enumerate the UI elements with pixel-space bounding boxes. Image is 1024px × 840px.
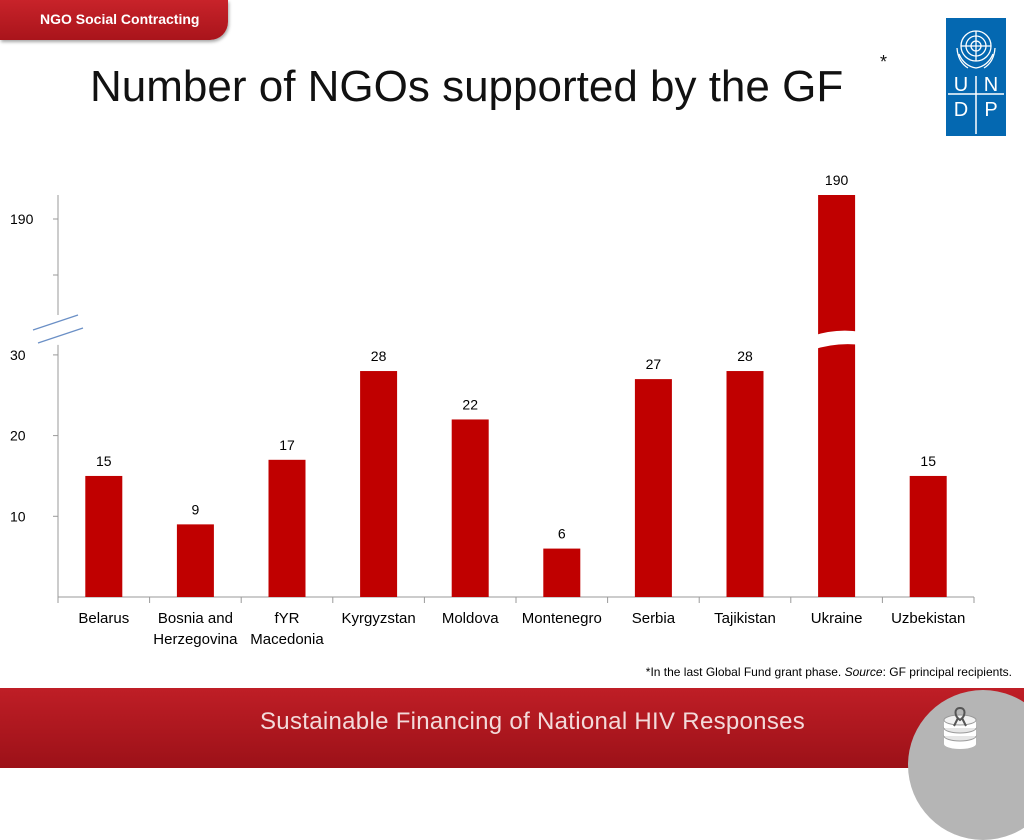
logo-letter: U — [954, 74, 968, 96]
footnote-suffix: : GF principal recipients. — [882, 665, 1012, 679]
data-label: 190 — [825, 172, 849, 188]
x-tick-label: Montenegro — [522, 610, 602, 627]
undp-logo: U N D P — [946, 18, 1006, 136]
logo-letter: N — [984, 74, 998, 96]
bar — [634, 379, 672, 597]
data-label: 9 — [192, 501, 200, 517]
bar — [268, 459, 306, 597]
bar — [85, 475, 123, 597]
bar-break-notch — [812, 330, 862, 350]
x-tick-label: fYR — [274, 610, 299, 627]
un-emblem-icon — [956, 30, 996, 69]
bar — [451, 419, 489, 597]
axis-break-mark — [32, 314, 79, 331]
x-tick-label: Moldova — [442, 610, 499, 627]
data-label: 27 — [646, 356, 662, 372]
slide-title: Number of NGOs supported by the GF — [90, 62, 844, 111]
x-tick-label: Macedonia — [250, 631, 324, 648]
bar — [726, 371, 764, 597]
bar — [909, 475, 947, 597]
x-tick-label: Kyrgyzstan — [341, 610, 415, 627]
y-tick-label: 20 — [10, 428, 26, 444]
data-label: 28 — [737, 348, 753, 364]
x-tick-label: Uzbekistan — [891, 610, 965, 627]
title-asterisk: * — [880, 52, 888, 72]
data-label: 15 — [96, 453, 112, 469]
y-tick-label: 190 — [10, 211, 34, 227]
data-label: 22 — [462, 396, 478, 412]
data-label: 15 — [920, 453, 936, 469]
x-tick-label: Serbia — [632, 610, 676, 627]
footer-bar: Sustainable Financing of National HIV Re… — [0, 688, 1024, 768]
bar — [818, 195, 856, 597]
header-tab: NGO Social Contracting — [0, 0, 228, 40]
footer-text: Sustainable Financing of National HIV Re… — [260, 708, 806, 735]
data-label: 28 — [371, 348, 387, 364]
data-label: 17 — [279, 437, 295, 453]
bar — [176, 524, 214, 597]
y-tick-label: 30 — [10, 347, 26, 363]
x-tick-label: Belarus — [78, 610, 129, 627]
bar-chart: 10 20 30 190 15 Belarus 9 Bosnia and Herzegovina… — [10, 172, 975, 648]
data-label: 6 — [558, 526, 566, 542]
x-tick-label: Ukraine — [811, 610, 863, 627]
footnote-prefix: *In the last Global Fund grant phase. — [645, 665, 845, 679]
logo-letter: P — [984, 99, 997, 121]
axis-break-mark — [37, 327, 84, 344]
bar — [543, 548, 581, 597]
x-tick-label: Bosnia and — [158, 610, 233, 627]
y-tick-label: 10 — [10, 508, 26, 524]
footnote: *In the last Global Fund grant phase. So… — [646, 665, 1012, 679]
x-tick-label: Herzegovina — [153, 631, 238, 648]
bar — [360, 371, 398, 597]
x-tick-label: Tajikistan — [714, 610, 776, 627]
header-tab-label: NGO Social Contracting — [40, 11, 200, 27]
logo-letter: D — [954, 99, 968, 121]
coin-stack-ribbon-icon — [943, 706, 977, 749]
footnote-source-label: Source — [844, 665, 883, 679]
